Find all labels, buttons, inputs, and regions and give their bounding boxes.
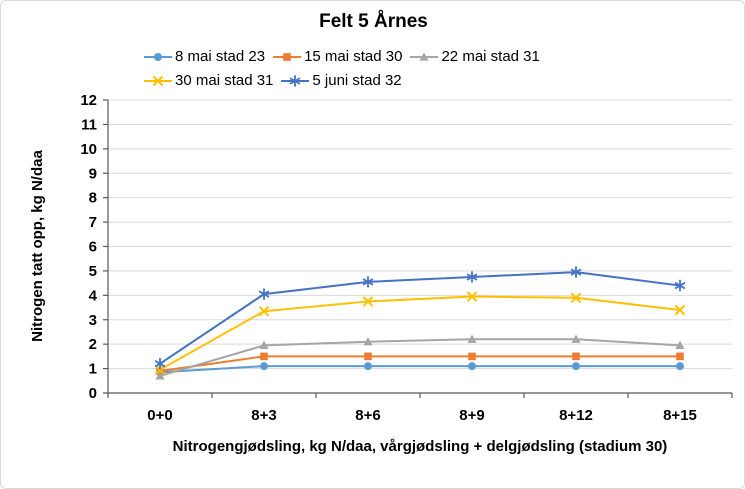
- series-line-4: [159, 271, 681, 365]
- series-line-1: [159, 355, 680, 373]
- series-4-point-3: [466, 271, 478, 283]
- chart-title: Felt 5 Årnes: [319, 11, 428, 32]
- series-2-point-3: [467, 334, 477, 343]
- legend-row-1: 8 mai stad 23 15 mai stad 30 22 mai stad 3…: [144, 48, 540, 65]
- legend-item-2: 22 mai stad 31: [410, 48, 540, 65]
- series-0-point-5: [676, 362, 684, 371]
- series-2-point-4: [571, 334, 581, 343]
- legend-item-4: 5 juni stad 32: [281, 72, 402, 89]
- y-tick-label: 0: [89, 385, 97, 402]
- series-0-point-2: [364, 362, 372, 371]
- legend: 8 mai stad 23 15 mai stad 30 22 mai stad 3…: [144, 48, 540, 89]
- legend-asterisk-marker: [290, 74, 301, 87]
- series-2-point-2: [363, 337, 373, 346]
- legend-item-1: 15 mai stad 30: [273, 48, 402, 65]
- series-1-point-3: [468, 352, 476, 361]
- series-line-2: [159, 338, 681, 377]
- y-tick-label: 2: [89, 336, 97, 353]
- legend-square-marker: [283, 52, 291, 61]
- series-3-point-1: [259, 306, 269, 317]
- legend-label: 15 mai stad 30: [304, 48, 403, 65]
- legend-label: 8 mai stad 23: [175, 48, 266, 65]
- legend-label: 22 mai stad 31: [441, 48, 540, 65]
- y-tick-label: 8: [89, 190, 97, 207]
- y-tick-label: 7: [89, 214, 97, 231]
- y-tick-label: 9: [89, 165, 97, 182]
- series-3-point-3: [467, 291, 477, 302]
- series-4-point-0: [154, 357, 166, 370]
- legend-marker-icon: [281, 74, 310, 87]
- y-tick-label: 6: [89, 239, 97, 256]
- series-4-point-4: [570, 266, 582, 279]
- series-3-point-4: [571, 292, 581, 303]
- series-3-point-0: [155, 364, 165, 375]
- x-axis-title: Nitrogengjødsling, kg N/daa, vårgjødslin…: [172, 438, 668, 455]
- series-4-point-2: [362, 276, 374, 288]
- legend-circle-marker: [154, 52, 162, 61]
- x-tick-label: 8+9: [459, 407, 484, 424]
- series-2-point-5: [675, 340, 685, 349]
- legend-label: 30 mai stad 31: [175, 72, 274, 89]
- legend-label: 5 juni stad 32: [312, 72, 402, 89]
- legend-row-2: 30 mai stad 31 5 juni stad 32: [144, 72, 540, 89]
- y-tick-label: 3: [89, 312, 97, 329]
- series-line-3: [159, 295, 681, 371]
- legend-marker-icon: [144, 52, 172, 61]
- series-1-point-2: [364, 352, 372, 361]
- series-line-0: [159, 365, 680, 374]
- x-tick-label: 8+12: [559, 407, 593, 424]
- series-3-point-5: [675, 304, 685, 315]
- legend-marker-icon: [410, 51, 439, 61]
- legend-marker-icon: [144, 75, 172, 86]
- x-tick-label: 8+3: [251, 407, 276, 424]
- y-axis-title: Nitrogen tatt opp, kg N/daa: [29, 150, 46, 342]
- y-tick-label: 10: [80, 141, 97, 158]
- series-0-point-4: [572, 362, 580, 371]
- legend-item-3: 30 mai stad 31: [144, 72, 273, 89]
- x-tick-label: 8+15: [663, 407, 697, 424]
- y-tick-label: 1: [89, 361, 97, 378]
- y-tick-label: 4: [89, 287, 98, 304]
- series-4-point-5: [674, 279, 686, 292]
- legend-triangle-marker: [419, 51, 430, 61]
- series-3-point-2: [363, 296, 373, 307]
- y-tick-label: 11: [81, 116, 97, 133]
- series-0-point-3: [468, 362, 476, 371]
- legend-x-marker: [153, 75, 163, 86]
- legend-marker-icon: [273, 52, 302, 61]
- series-2-point-1: [259, 340, 269, 349]
- y-tick-label: 12: [80, 92, 97, 109]
- series-4-point-1: [258, 288, 270, 301]
- y-tick-label: 5: [89, 263, 97, 280]
- series-2-point-0: [155, 371, 165, 380]
- legend-item-0: 8 mai stad 23: [144, 48, 265, 65]
- x-tick-label: 0+0: [147, 407, 172, 424]
- series-0-point-1: [260, 362, 268, 371]
- series-1-point-4: [572, 352, 580, 361]
- series-1-point-1: [260, 352, 268, 361]
- series-1-point-5: [676, 352, 684, 361]
- x-tick-label: 8+6: [355, 407, 380, 424]
